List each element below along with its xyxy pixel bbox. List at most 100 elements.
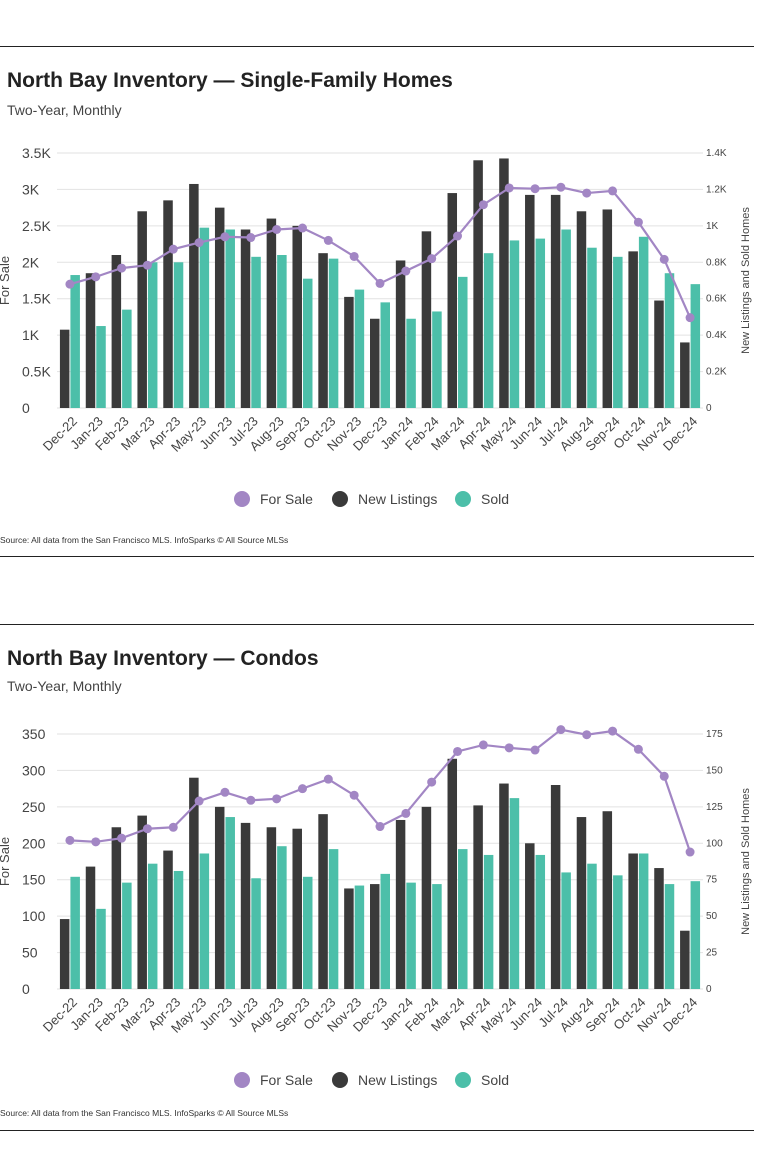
point-for-sale	[297, 223, 307, 233]
bar-new-listings	[447, 758, 458, 989]
y-tick-label-right: 175	[706, 729, 723, 740]
bar-sold	[613, 256, 623, 408]
point-for-sale	[117, 263, 127, 273]
bar-sold	[380, 302, 390, 408]
point-for-sale	[323, 235, 333, 245]
point-for-sale	[478, 200, 488, 210]
bottom-rule	[0, 556, 754, 557]
bar-new-listings	[525, 843, 535, 989]
y-tick-label-right: 0.2K	[706, 367, 727, 378]
bar-new-listings	[59, 919, 70, 989]
point-for-sale	[582, 188, 592, 198]
bar-sold	[199, 853, 210, 989]
bar-new-listings	[214, 806, 225, 989]
bar-new-listings	[447, 193, 458, 408]
y-tick-label-left: 3K	[22, 181, 40, 197]
bar-sold	[70, 275, 80, 408]
bar-sold	[535, 238, 546, 408]
point-for-sale	[142, 824, 152, 834]
point-for-sale	[168, 822, 178, 832]
y-tick-label-left: 0	[22, 981, 30, 997]
point-for-sale	[323, 774, 333, 784]
point-for-sale	[349, 790, 359, 800]
point-for-sale	[220, 232, 230, 242]
point-for-sale	[504, 183, 514, 193]
bar-new-listings	[473, 805, 483, 989]
bar-sold	[690, 284, 701, 408]
bar-sold	[561, 872, 571, 989]
point-for-sale	[297, 784, 307, 794]
bar-new-listings	[628, 853, 638, 989]
bar-new-listings	[370, 318, 380, 408]
y-tick-label-right: 1.4K	[706, 148, 727, 159]
bar-new-listings	[550, 194, 561, 408]
legend-sold-marker	[455, 491, 471, 507]
bar-new-listings	[111, 827, 122, 989]
bar-new-listings	[163, 200, 173, 408]
y-tick-label-right: 0.8K	[706, 257, 727, 268]
y-tick-label-right: 125	[706, 802, 723, 813]
chart-subtitle: Two-Year, Monthly	[7, 102, 122, 118]
bar-new-listings	[59, 329, 70, 408]
bar-new-listings	[654, 300, 664, 408]
chart-title: North Bay Inventory — Condos	[7, 647, 319, 670]
point-for-sale	[633, 744, 643, 754]
point-for-sale	[194, 796, 204, 806]
bar-new-listings	[266, 218, 277, 408]
y-tick-label-left: 200	[22, 835, 46, 851]
bar-new-listings	[602, 209, 613, 408]
y-tick-label-left: 100	[22, 908, 46, 924]
chart-title: North Bay Inventory — Single-Family Home…	[7, 69, 453, 92]
bar-new-listings	[499, 158, 509, 408]
y-tick-label-left: 2K	[22, 254, 40, 270]
bar-new-listings	[602, 811, 613, 989]
y-axis-title-right: New Listings and Sold Homes	[740, 207, 752, 354]
point-for-sale	[478, 740, 488, 750]
bar-sold	[458, 849, 468, 989]
point-for-sale	[142, 260, 152, 270]
bar-sold	[147, 262, 158, 408]
bar-new-listings	[292, 828, 302, 989]
bar-sold	[432, 311, 442, 408]
point-for-sale	[375, 822, 385, 832]
bar-sold	[458, 276, 468, 408]
legend-for-sale-marker	[234, 491, 250, 507]
bar-new-listings	[189, 777, 199, 989]
point-for-sale	[272, 225, 282, 234]
bar-new-listings	[421, 231, 432, 408]
bar-sold	[406, 882, 416, 989]
bar-sold	[354, 289, 365, 408]
y-tick-label-right: 50	[706, 911, 718, 922]
legend-new-listings-label: New Listings	[358, 1072, 437, 1088]
bar-sold	[70, 876, 80, 989]
point-for-sale	[375, 278, 385, 288]
bar-sold	[96, 326, 106, 408]
y-tick-label-left: 1.5K	[22, 291, 51, 307]
bar-sold	[225, 817, 235, 989]
y-tick-label-right: 0.4K	[706, 330, 727, 341]
y-tick-label-left: 350	[22, 726, 46, 742]
bar-sold	[302, 876, 313, 989]
point-for-sale	[633, 217, 643, 227]
bar-sold	[173, 870, 184, 989]
bar-sold	[122, 309, 132, 408]
point-for-sale	[91, 837, 101, 847]
legend-sold-label: Sold	[481, 1072, 509, 1088]
y-tick-label-right: 0.6K	[706, 294, 727, 305]
source-note: Source: All data from the San Francisco …	[0, 1108, 289, 1118]
bar-new-listings	[318, 253, 328, 408]
bar-sold	[380, 873, 390, 989]
bar-sold	[96, 908, 106, 989]
bar-sold	[147, 863, 158, 989]
y-tick-label-left: 0.5K	[22, 364, 51, 380]
bar-new-listings	[473, 160, 483, 408]
bar-new-listings	[111, 255, 122, 408]
point-for-sale	[530, 745, 540, 755]
bar-sold	[587, 863, 597, 989]
point-for-sale	[504, 743, 514, 753]
bar-sold	[509, 798, 520, 989]
bar-sold	[432, 884, 442, 989]
bar-sold	[561, 229, 571, 408]
y-tick-label-left: 1K	[22, 327, 40, 343]
